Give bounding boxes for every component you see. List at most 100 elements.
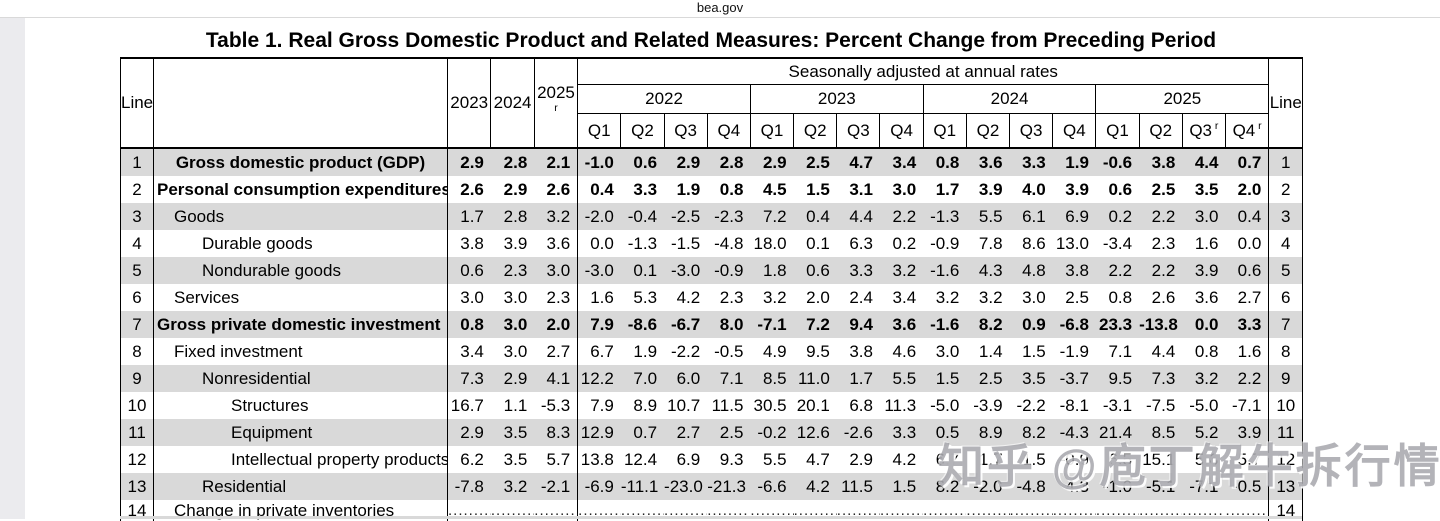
quarter-header-2023-Q2: Q2	[793, 113, 838, 149]
value-cell: 4.2	[676, 288, 701, 307]
line-number: 8	[120, 338, 154, 365]
value-cell: 10.7	[667, 396, 701, 415]
value-cell: 2.2	[1095, 257, 1140, 284]
value-cell: 4.4	[1182, 148, 1226, 176]
value-cell: 1.7	[836, 365, 880, 392]
line-number: 1	[120, 148, 154, 176]
value-cell: -5.0	[1189, 396, 1219, 415]
value-cell: 0.4	[793, 203, 837, 230]
watermark: 知乎 @庖丁解牛拆行情	[938, 440, 1440, 492]
line-number-right: 9	[1268, 365, 1304, 392]
value-cell: -1.6	[923, 311, 967, 338]
value-cell: -11.1	[620, 473, 665, 500]
value-cell: 3.9	[503, 234, 528, 253]
value-cell: 18.0	[753, 234, 787, 253]
value-cell: 3.8	[1052, 257, 1096, 284]
value-cell: -0.9	[1059, 450, 1089, 469]
value-cell: 12.6	[793, 419, 837, 446]
row-label-text: Gross domestic product (GDP)	[175, 153, 426, 172]
line-number: 13	[120, 473, 154, 500]
value-cell: 7.9	[577, 311, 621, 338]
value-cell: 5.5	[762, 450, 787, 469]
value-cell: 3.6	[879, 311, 924, 338]
value-cell: 11.0	[793, 365, 837, 392]
row-label: Residential	[153, 473, 448, 500]
value-cell: 8.9	[966, 419, 1010, 446]
value-cell: .........	[793, 502, 837, 519]
quarter-header-2025-Q1: Q1	[1095, 113, 1140, 149]
value-cell: .........	[664, 502, 708, 519]
value-cell: 3.0	[935, 342, 960, 361]
value-cell: 0.1	[620, 257, 665, 284]
value-cell: 2.0	[806, 288, 830, 307]
value-cell: 7.2	[750, 203, 794, 230]
value-cell: 2.7	[664, 419, 708, 446]
value-cell: 13.0	[1055, 234, 1089, 253]
line-number: 12	[120, 446, 154, 473]
value-cell: 3.2	[978, 288, 1003, 307]
value-cell: 2.3	[534, 284, 579, 311]
value-cell: 1.4	[978, 342, 1003, 361]
value-cell: .........	[707, 502, 751, 519]
row-label: Goods	[153, 203, 448, 230]
line-number: 9	[120, 365, 154, 392]
row-label-text: Gross private domestic investment	[157, 315, 441, 334]
value-cell: 0.8	[1194, 342, 1219, 361]
value-cell: -1.0	[577, 148, 621, 176]
value-cell: 6.9	[1052, 203, 1096, 230]
value-cell: -2.0	[577, 203, 621, 230]
value-cell: 3.6	[534, 230, 579, 257]
quarter-header-2022-Q2: Q2	[620, 113, 665, 149]
table-row: 9 Nonresidential 7.3 2.9 4.1 12.2 7.0 6.0 7.1 8.5…	[120, 365, 1304, 392]
value-cell: 0.8	[447, 311, 491, 338]
value-cell: 6.9	[676, 450, 701, 469]
value-cell: 5.6	[1194, 450, 1219, 469]
value-cell: 2.8	[490, 203, 535, 230]
value-cell: 3.9	[978, 180, 1003, 199]
row-label-text: Services	[174, 288, 240, 307]
year-group-header-2023: 2023	[750, 84, 924, 114]
value-cell: 3.9	[1182, 257, 1226, 284]
value-cell: 8.2	[966, 311, 1010, 338]
line-number-right: 3	[1268, 203, 1304, 230]
value-cell: 5.7	[534, 446, 579, 473]
value-cell: 3.5	[503, 450, 528, 469]
line-number: 3	[120, 203, 154, 230]
value-cell: 3.5	[1009, 365, 1053, 392]
line-number-right: 2	[1268, 176, 1304, 203]
value-cell: 2.9	[849, 450, 873, 469]
value-cell: 1.9	[676, 180, 701, 199]
value-cell: 1.9	[1052, 148, 1096, 176]
value-cell: 7.1	[707, 365, 751, 392]
quarter-header-2023-Q4: Q4	[879, 113, 924, 149]
value-cell: 3.4	[879, 148, 924, 176]
value-cell: -6.9	[577, 473, 621, 500]
value-cell: 2.9	[447, 148, 491, 176]
value-cell: 12.2	[577, 365, 621, 392]
value-cell: 0.2	[1095, 203, 1140, 230]
value-cell: 8.9	[633, 396, 658, 415]
value-cell: -5.3	[534, 392, 579, 419]
value-cell: 11.5	[836, 473, 880, 500]
value-cell: 4.2	[892, 450, 917, 469]
value-cell: 4.3	[1052, 473, 1096, 500]
value-cell: 2.2	[1225, 365, 1270, 392]
value-cell: 1.1	[503, 396, 528, 415]
gdp-table: Line 2023 2024 2025 r Seasonally adjusted at…	[120, 57, 1304, 521]
value-cell: 2.1	[534, 148, 579, 176]
value-cell: 9.3	[719, 450, 744, 469]
value-cell: 4.7	[806, 450, 830, 469]
value-cell: 7.2	[793, 311, 837, 338]
table-row: 11 Equipment 2.9 3.5 8.3 12.9 0.7 2.7 2.5 -0.2 12.…	[120, 419, 1304, 446]
value-cell: -4.8	[1009, 473, 1053, 500]
value-cell: 2.3	[719, 288, 744, 307]
value-cell: -3.9	[973, 396, 1003, 415]
value-cell: 3.3	[836, 257, 880, 284]
value-cell: 16.7	[450, 396, 484, 415]
value-cell: 7.9	[590, 396, 614, 415]
value-cell: 4.4	[1151, 342, 1176, 361]
value-cell: 7.0	[620, 365, 665, 392]
value-cell: 3.3	[1225, 311, 1270, 338]
value-cell: 7.3	[447, 365, 491, 392]
value-cell: 1.7	[978, 450, 1003, 469]
